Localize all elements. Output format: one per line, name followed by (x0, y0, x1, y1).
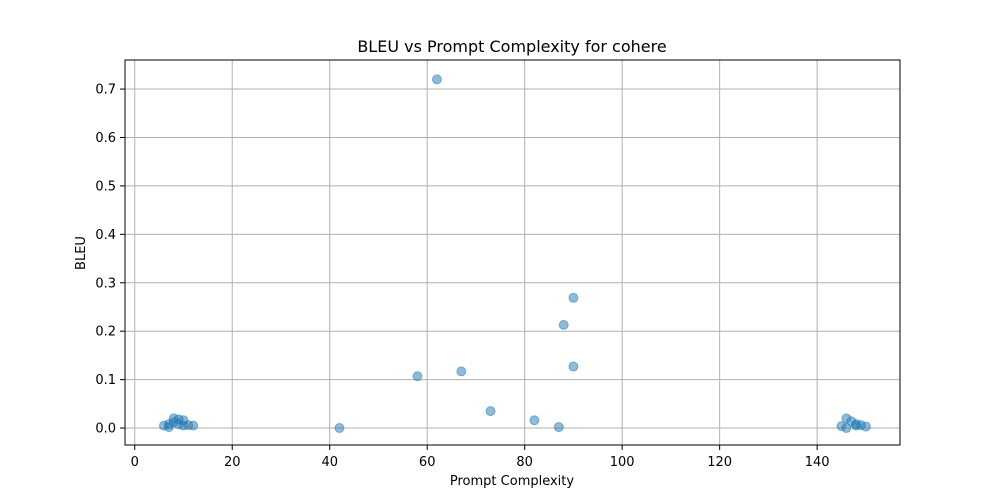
x-tick-label: 120 (707, 455, 732, 470)
y-tick-label: 0.2 (95, 325, 116, 340)
x-tick-label: 80 (516, 455, 533, 470)
y-axis-ticks: 0.0 0.1 0.2 0.3 0.4 0.5 0.6 0.7 (95, 83, 125, 437)
scatter-point (553, 422, 564, 433)
scatter-point (568, 292, 579, 303)
data-points (158, 74, 871, 434)
scatter-point (456, 366, 467, 377)
x-tick-label: 40 (321, 455, 338, 470)
plot-frame (124, 59, 901, 446)
scatter-point (334, 423, 345, 434)
x-axis-ticks: 0 20 40 60 80 100 120 140 (131, 445, 830, 470)
scatter-point (568, 361, 579, 372)
x-tick-label: 60 (419, 455, 436, 470)
x-axis-label: Prompt Complexity (450, 474, 574, 489)
chart-title: BLEU vs Prompt Complexity for cohere (357, 37, 666, 56)
y-tick-label: 0.0 (95, 422, 116, 437)
scatter-point (412, 371, 423, 382)
scatter-point (860, 421, 871, 432)
scatter-point (529, 415, 540, 426)
x-tick-label: 0 (131, 455, 139, 470)
x-tick-label: 140 (805, 455, 830, 470)
scatter-point (558, 319, 569, 330)
y-tick-label: 0.6 (95, 131, 116, 146)
y-tick-label: 0.4 (95, 228, 116, 243)
scatter-point (485, 406, 496, 417)
grid-lines (125, 60, 900, 445)
scatter-point (188, 420, 199, 431)
x-tick-label: 100 (610, 455, 635, 470)
y-axis-label: BLEU (74, 236, 89, 270)
y-tick-label: 0.7 (95, 83, 116, 98)
y-tick-label: 0.3 (95, 276, 116, 291)
scatter-point (841, 423, 852, 434)
x-tick-label: 20 (224, 455, 241, 470)
y-tick-label: 0.5 (95, 179, 116, 194)
y-tick-label: 0.1 (95, 373, 116, 388)
scatter-point (431, 74, 442, 85)
